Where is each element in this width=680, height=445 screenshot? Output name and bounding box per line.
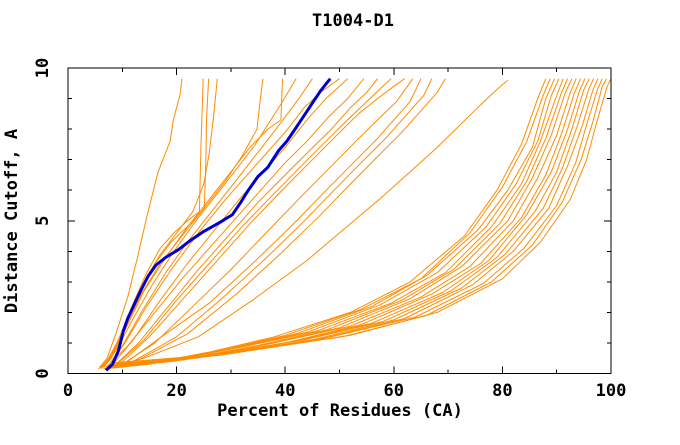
model-curve [105,78,365,368]
model-curve [115,78,433,367]
x-axis-label: Percent of Residues (CA) [217,401,463,421]
series-layer [98,77,612,372]
model-curve [103,78,551,370]
model-curve [110,78,590,367]
model-curve [108,78,577,367]
tick-label-layer: 0 20 40 60 80 100 0 5 10 [33,58,626,401]
y-axis-label: Distance Cutoff, A [2,129,22,313]
model-curve [117,78,446,367]
y-tick-label: 10 [33,58,53,78]
model-curve [104,78,555,370]
x-tick-label: 0 [63,381,73,401]
x-tick-label: 100 [596,381,627,401]
x-tick-label: 80 [492,381,512,401]
model-curve [116,78,392,365]
model-curve [106,78,313,368]
model-curve [113,78,378,367]
model-curve [107,78,573,368]
model-curve [105,78,560,368]
model-curve [107,78,340,367]
model-curve [111,78,422,368]
model-curve [103,78,547,370]
x-tick-label: 60 [384,381,404,401]
model-curve [114,78,612,364]
model-curve [119,78,405,365]
model-curve [112,78,603,365]
model-curve [119,79,509,365]
model-curve [103,78,297,368]
axes-layer [67,67,612,374]
model-curve [100,78,204,370]
model-curve [98,78,218,370]
chart-title: T1004-D1 [312,11,394,31]
highlighted-curve [104,77,332,372]
x-tick-label: 20 [166,381,186,401]
y-tick-label: 0 [33,368,53,378]
model-curve [105,78,564,368]
model-curve [99,78,183,368]
y-tick-label: 5 [33,216,53,226]
x-tick-label: 40 [275,381,295,401]
model-curve [122,78,414,365]
